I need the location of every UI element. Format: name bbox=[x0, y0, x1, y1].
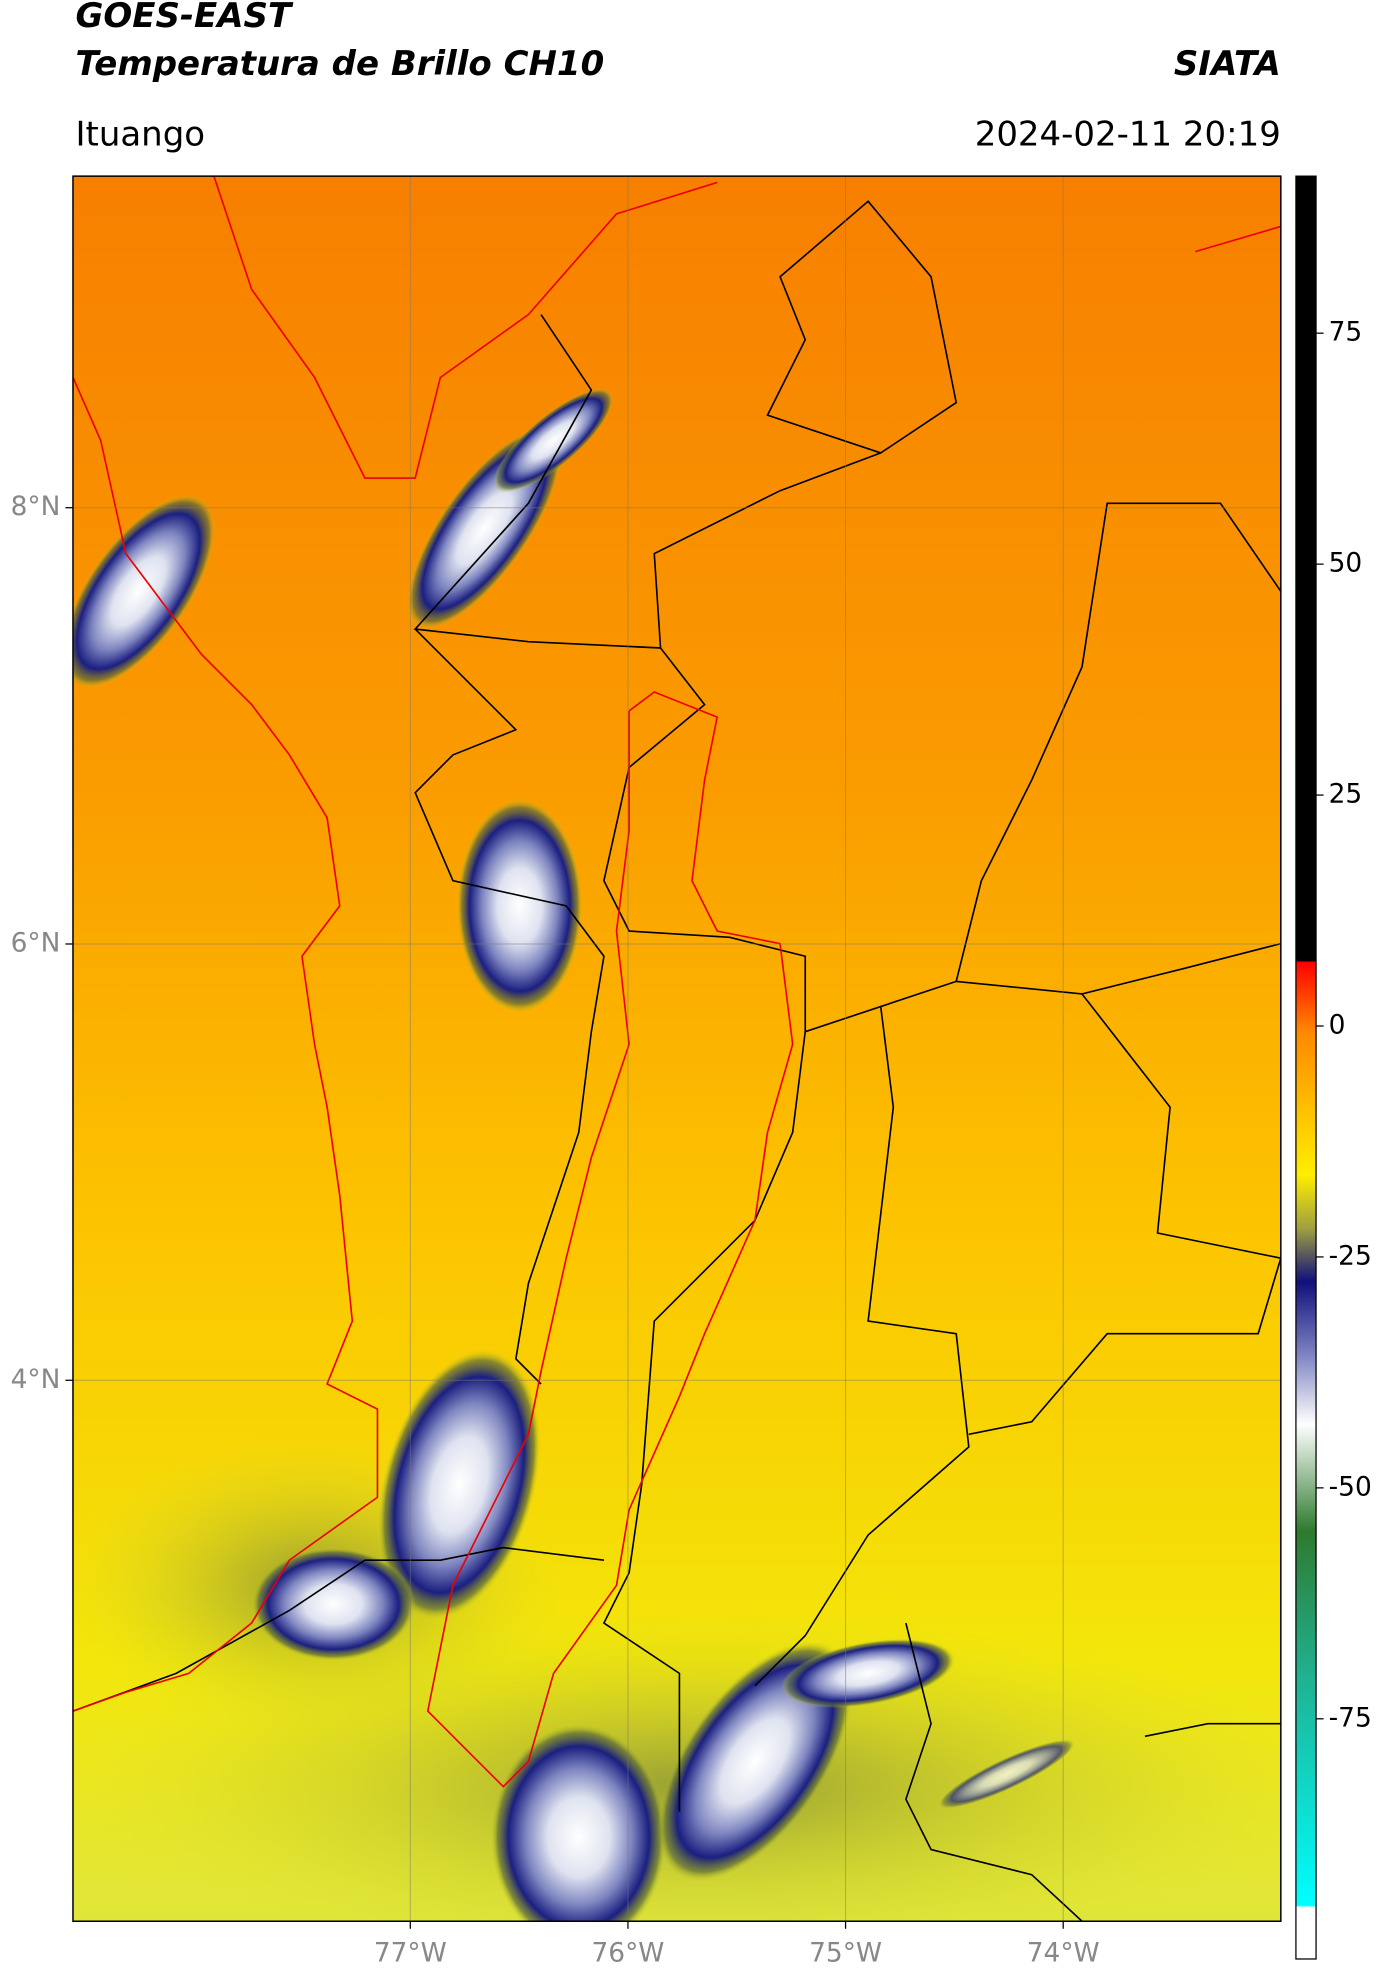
lon-label: 77°W bbox=[374, 1937, 447, 1968]
colorbar-label: 0 bbox=[1329, 1009, 1346, 1040]
colorbar-ticks: 75 50 25 0 -25 -50 -75 bbox=[1316, 317, 1372, 1733]
lon-label: 74°W bbox=[1027, 1937, 1100, 1968]
colorbar-label: -25 bbox=[1329, 1240, 1372, 1271]
location: Ituango bbox=[75, 114, 205, 154]
map-frame bbox=[72, 175, 1282, 1922]
title: GOES-EAST bbox=[75, 0, 293, 36]
lat-label: 8°N bbox=[11, 491, 61, 522]
colorbar-label: 50 bbox=[1329, 548, 1363, 579]
lon-label: 75°W bbox=[809, 1937, 882, 1968]
graticule: 77°W 76°W 75°W 74°W 8°N 6°N 4°N bbox=[11, 176, 1281, 1968]
datetime: 2024-02-11 20:19 bbox=[975, 114, 1281, 154]
colorbar-label: 75 bbox=[1329, 317, 1363, 348]
colorbar bbox=[1295, 175, 1317, 1960]
colorbar-label: -75 bbox=[1329, 1702, 1372, 1733]
colorbar-label: 25 bbox=[1329, 779, 1363, 810]
colorbar-label: -50 bbox=[1329, 1471, 1372, 1502]
subtitle: Temperatura de Brillo CH10 bbox=[75, 44, 604, 84]
map-image bbox=[72, 176, 1281, 1922]
lon-label: 76°W bbox=[591, 1937, 664, 1968]
source: SIATA bbox=[1174, 44, 1281, 84]
lat-label: 6°N bbox=[11, 927, 61, 958]
lat-label: 4°N bbox=[11, 1364, 61, 1395]
